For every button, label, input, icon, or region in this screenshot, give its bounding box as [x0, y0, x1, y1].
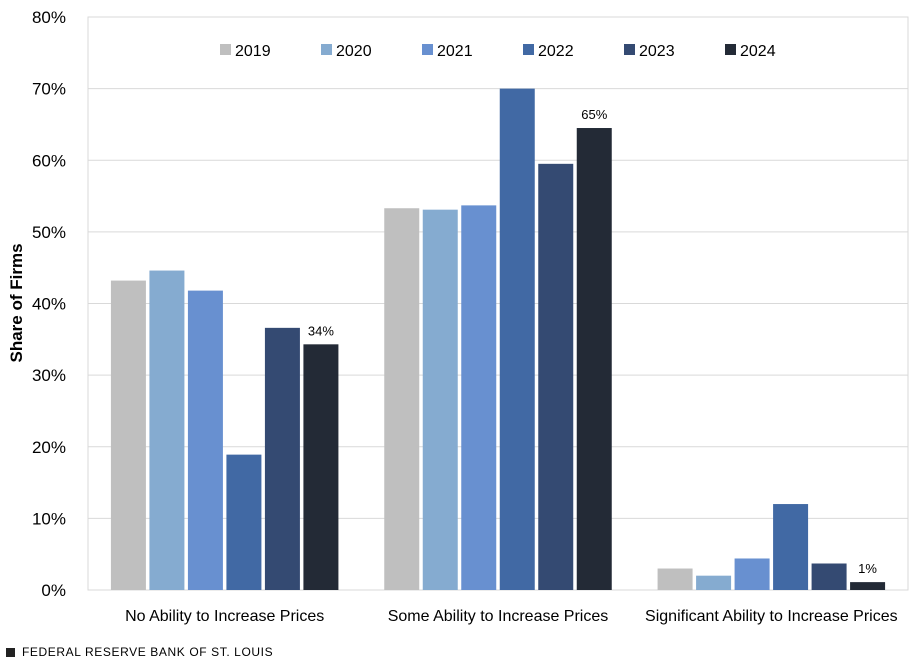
bar-2020-3 — [696, 575, 732, 590]
bar-2019-2 — [384, 208, 420, 590]
y-tick-label: 60% — [32, 151, 66, 170]
legend-label: 2023 — [639, 43, 675, 60]
x-category-label: Some Ability to Increase Prices — [388, 608, 609, 625]
bar-2020-2 — [422, 209, 458, 590]
legend-swatch — [321, 44, 332, 55]
plot-frame — [87, 16, 909, 591]
y-tick-label: 70% — [32, 80, 66, 99]
source-text: FEDERAL RESERVE BANK OF ST. LOUIS — [22, 645, 274, 659]
legend-swatch — [725, 44, 736, 55]
legend-label: 2020 — [336, 43, 372, 60]
bar-2022-2 — [499, 88, 535, 590]
bar-2021-3 — [734, 558, 770, 590]
bar-2019-3 — [657, 568, 693, 590]
y-tick-label: 30% — [32, 366, 66, 385]
source-footer: FEDERAL RESERVE BANK OF ST. LOUIS — [6, 645, 273, 659]
bar-2022-1 — [226, 454, 262, 590]
bar-2021-2 — [461, 205, 497, 590]
bar-2020-1 — [149, 270, 185, 590]
bar-2023-2 — [538, 163, 574, 591]
bar-2019-1 — [110, 280, 146, 590]
data-labels: 34% 65% 1% — [308, 107, 878, 576]
data-label: 65% — [581, 107, 607, 122]
bar-2021-1 — [187, 290, 223, 590]
legend: 2019 2020 2021 2022 2023 2024 — [220, 43, 776, 60]
bar-chart: 0% 10% 20% 30% 40% 50% 60% 70% 80% 34% 65% 1% No A… — [7, 8, 909, 625]
legend-swatch — [523, 44, 534, 55]
x-category-label: Significant Ability to Increase Prices — [645, 608, 898, 625]
legend-label: 2024 — [740, 43, 776, 60]
bar-2024-3 — [850, 582, 886, 590]
legend-label: 2019 — [235, 43, 271, 60]
bar-2023-1 — [264, 327, 300, 590]
y-tick-label: 0% — [41, 581, 66, 600]
legend-label: 2022 — [538, 43, 574, 60]
bars — [110, 88, 886, 591]
y-tick-label: 20% — [32, 438, 66, 457]
x-category-label: No Ability to Increase Prices — [125, 608, 324, 625]
legend-label: 2021 — [437, 43, 473, 60]
gridlines — [87, 16, 909, 591]
legend-swatch — [422, 44, 433, 55]
data-label: 34% — [308, 323, 334, 338]
y-axis-ticks: 0% 10% 20% 30% 40% 50% 60% 70% 80% — [32, 8, 66, 600]
bar-2024-2 — [576, 128, 612, 591]
bar-2023-3 — [811, 563, 847, 590]
y-axis-label: Share of Firms — [7, 243, 26, 362]
source-square-icon — [6, 647, 15, 657]
data-label: 1% — [858, 561, 877, 576]
y-tick-label: 10% — [32, 509, 66, 528]
y-tick-label: 80% — [32, 8, 66, 27]
bar-2022-3 — [773, 504, 809, 590]
y-tick-label: 40% — [32, 295, 66, 314]
x-axis-categories: No Ability to Increase Prices Some Abilit… — [125, 608, 898, 625]
y-tick-label: 50% — [32, 223, 66, 242]
legend-swatch — [624, 44, 635, 55]
bar-2024-1 — [303, 344, 339, 590]
legend-swatch — [220, 44, 231, 55]
